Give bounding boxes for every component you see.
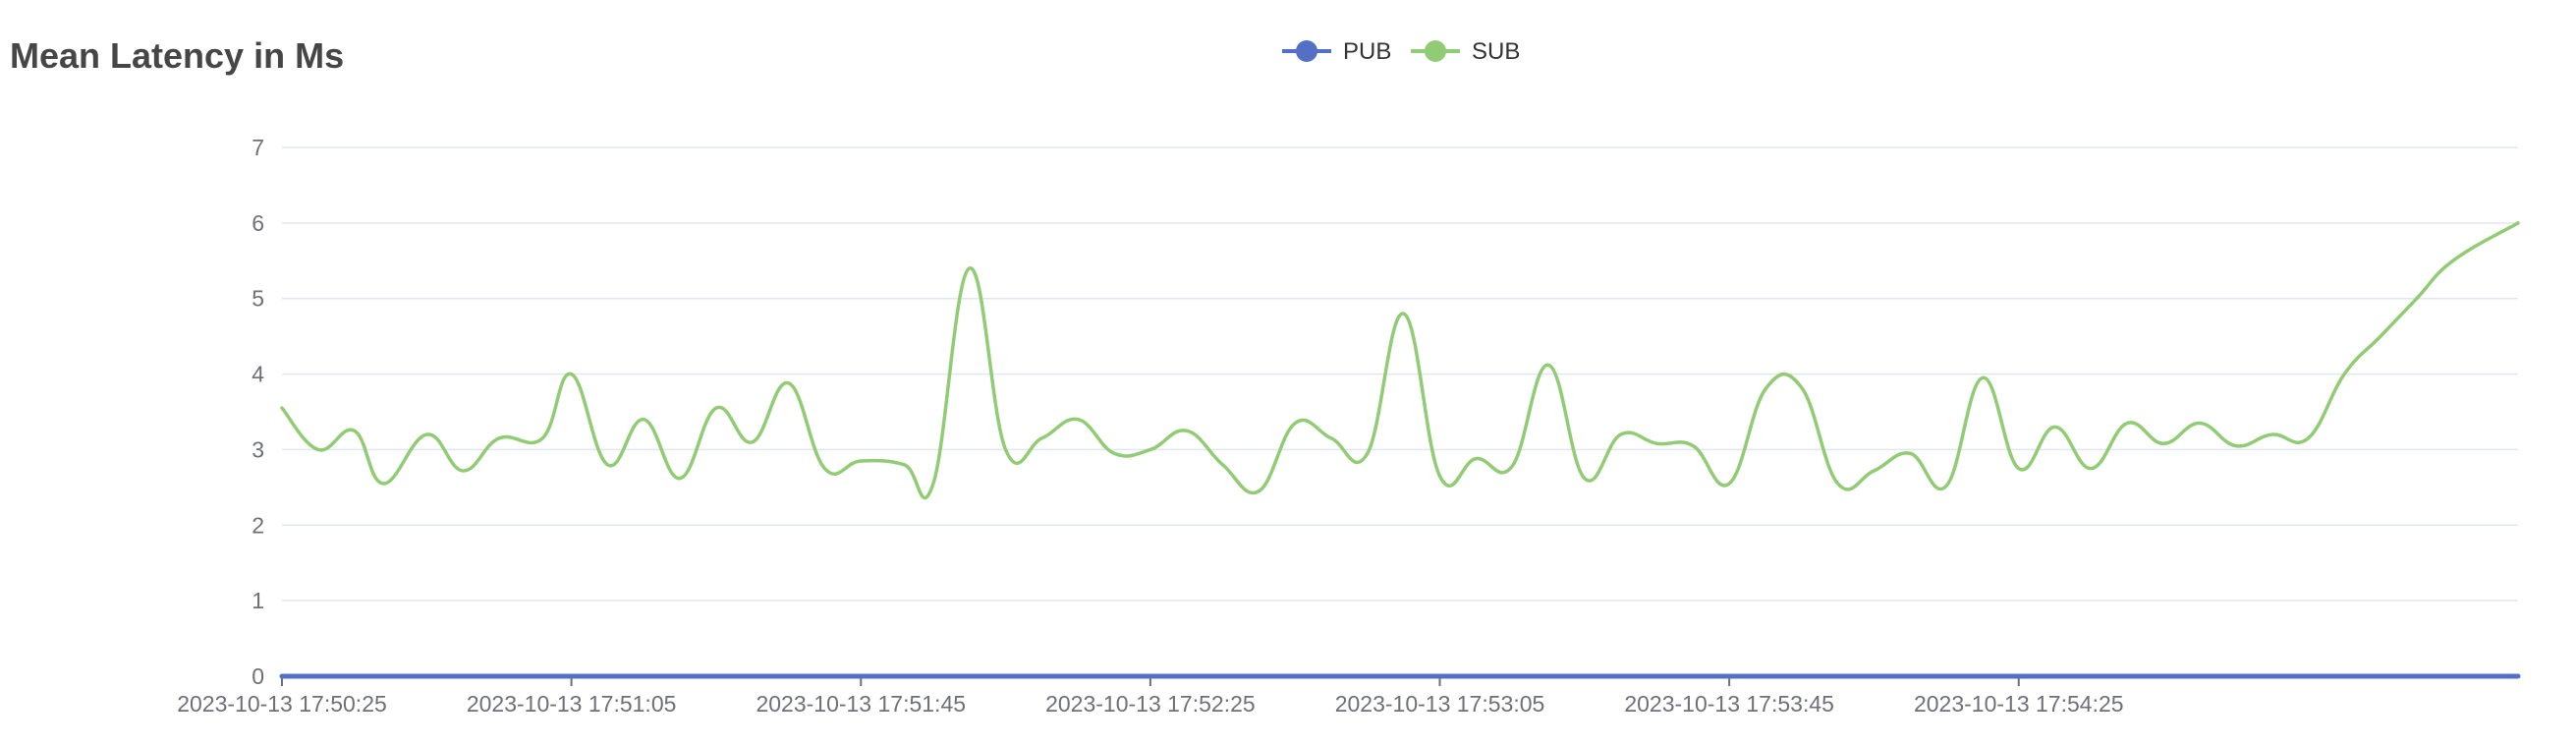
x-tick-label: 2023-10-13 17:51:05 bbox=[467, 691, 677, 717]
y-tick-label: 6 bbox=[252, 210, 264, 236]
y-tick-label: 0 bbox=[252, 663, 264, 689]
grid-lines bbox=[282, 146, 2518, 602]
x-tick-label: 2023-10-13 17:54:25 bbox=[1914, 691, 2124, 717]
y-tick-label: 3 bbox=[252, 436, 264, 462]
legend-marker-icon bbox=[1296, 40, 1317, 62]
x-tick-label: 2023-10-13 17:50:25 bbox=[177, 691, 387, 717]
y-tick-label: 2 bbox=[252, 512, 264, 538]
y-tick-label: 7 bbox=[252, 135, 264, 160]
legend-marker-icon bbox=[1425, 40, 1446, 62]
y-tick-label: 5 bbox=[252, 286, 264, 312]
x-tick-label: 2023-10-13 17:51:45 bbox=[756, 691, 966, 717]
legend-label: SUB bbox=[1472, 38, 1520, 65]
series-line-sub[interactable] bbox=[280, 221, 2520, 500]
series-layer bbox=[279, 221, 2521, 679]
y-tick-label: 1 bbox=[252, 588, 264, 613]
legend-label: PUB bbox=[1343, 38, 1391, 65]
chart-title: Mean Latency in Ms bbox=[10, 35, 345, 76]
x-tick-label: 2023-10-13 17:53:45 bbox=[1624, 691, 1834, 717]
legend-item-sub[interactable]: SUB bbox=[1411, 38, 1520, 65]
x-axis: 2023-10-13 17:50:25 2023-10-13 17:51:05 20… bbox=[177, 675, 2518, 717]
legend-item-pub[interactable]: PUB bbox=[1282, 38, 1391, 65]
x-tick-label: 2023-10-13 17:53:05 bbox=[1335, 691, 1545, 717]
x-tick-label: 2023-10-13 17:52:25 bbox=[1045, 691, 1256, 717]
y-axis: 0 1 2 3 4 5 6 7 bbox=[252, 135, 264, 689]
legend: PUB SUB bbox=[1282, 38, 1520, 65]
y-tick-label: 4 bbox=[252, 362, 264, 387]
